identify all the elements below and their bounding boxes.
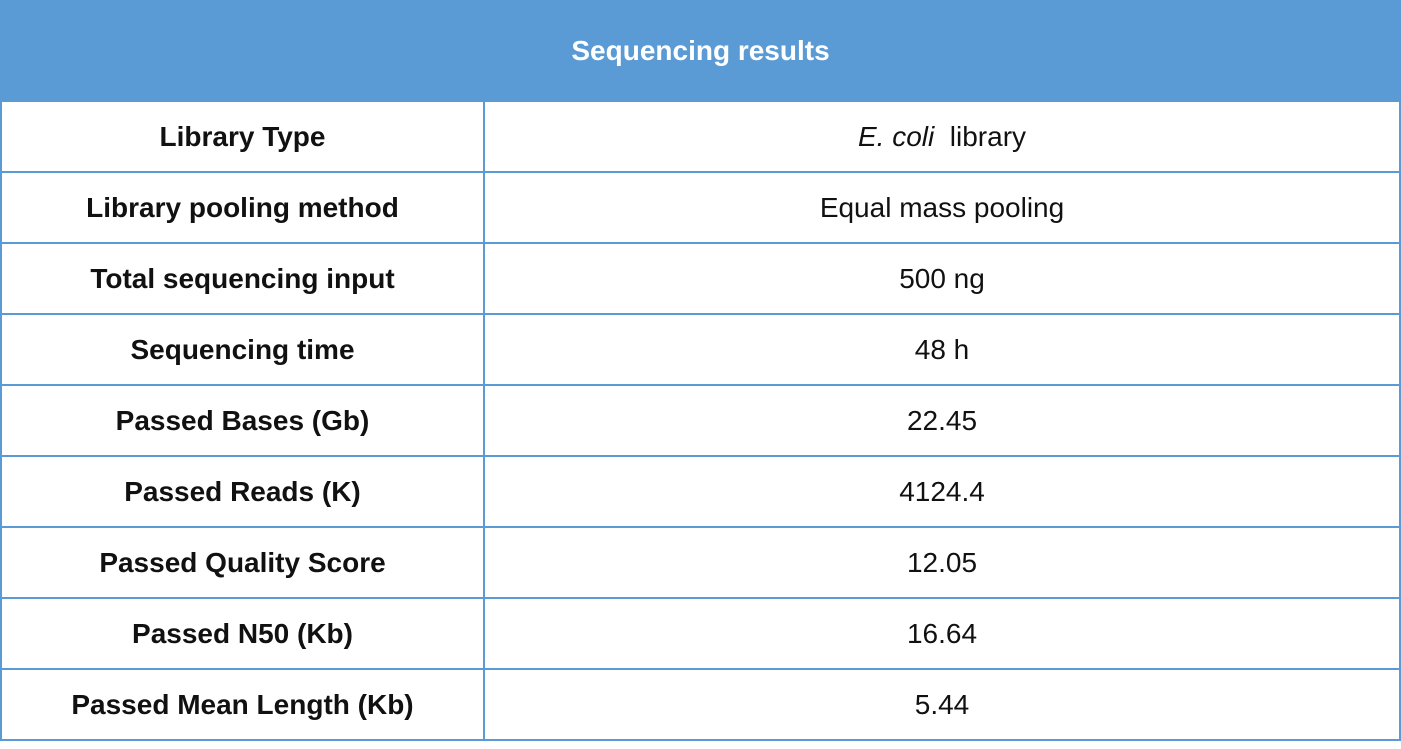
row-value-text: library: [949, 120, 1027, 152]
row-value: 22.45: [482, 384, 1401, 457]
row-label: Passed Reads (K): [0, 455, 485, 528]
table-row-mean-length: Passed Mean Length (Kb) 5.44: [0, 668, 1401, 741]
row-label: Passed Mean Length (Kb): [0, 668, 485, 741]
row-label: Passed N50 (Kb): [0, 597, 485, 670]
row-label: Passed Quality Score: [0, 526, 485, 599]
table-row-pooling-method: Library pooling method Equal mass poolin…: [0, 171, 1401, 244]
row-value: 500 ng: [482, 242, 1401, 315]
row-value: 48 h: [482, 313, 1401, 386]
row-label: Passed Bases (Gb): [0, 384, 485, 457]
row-value: E. coli library: [482, 100, 1401, 173]
table-row-sequencing-input: Total sequencing input 500 ng: [0, 242, 1401, 315]
table-row-library-type: Library Type E. coli library: [0, 100, 1401, 173]
row-label: Sequencing time: [0, 313, 485, 386]
table-row-passed-reads: Passed Reads (K) 4124.4: [0, 455, 1401, 528]
table-title: Sequencing results: [0, 0, 1401, 102]
row-value: 4124.4: [482, 455, 1401, 528]
row-label: Library Type: [0, 100, 485, 173]
table-row-passed-bases: Passed Bases (Gb) 22.45: [0, 384, 1401, 457]
row-value: Equal mass pooling: [482, 171, 1401, 244]
organism-name: E. coli: [857, 120, 935, 152]
row-label: Total sequencing input: [0, 242, 485, 315]
table-row-quality-score: Passed Quality Score 12.05: [0, 526, 1401, 599]
row-label: Library pooling method: [0, 171, 485, 244]
row-value: 16.64: [482, 597, 1401, 670]
row-value: 5.44: [482, 668, 1401, 741]
row-value: 12.05: [482, 526, 1401, 599]
table-header-row: Sequencing results: [0, 0, 1401, 102]
table-row-sequencing-time: Sequencing time 48 h: [0, 313, 1401, 386]
table-row-passed-n50: Passed N50 (Kb) 16.64: [0, 597, 1401, 670]
